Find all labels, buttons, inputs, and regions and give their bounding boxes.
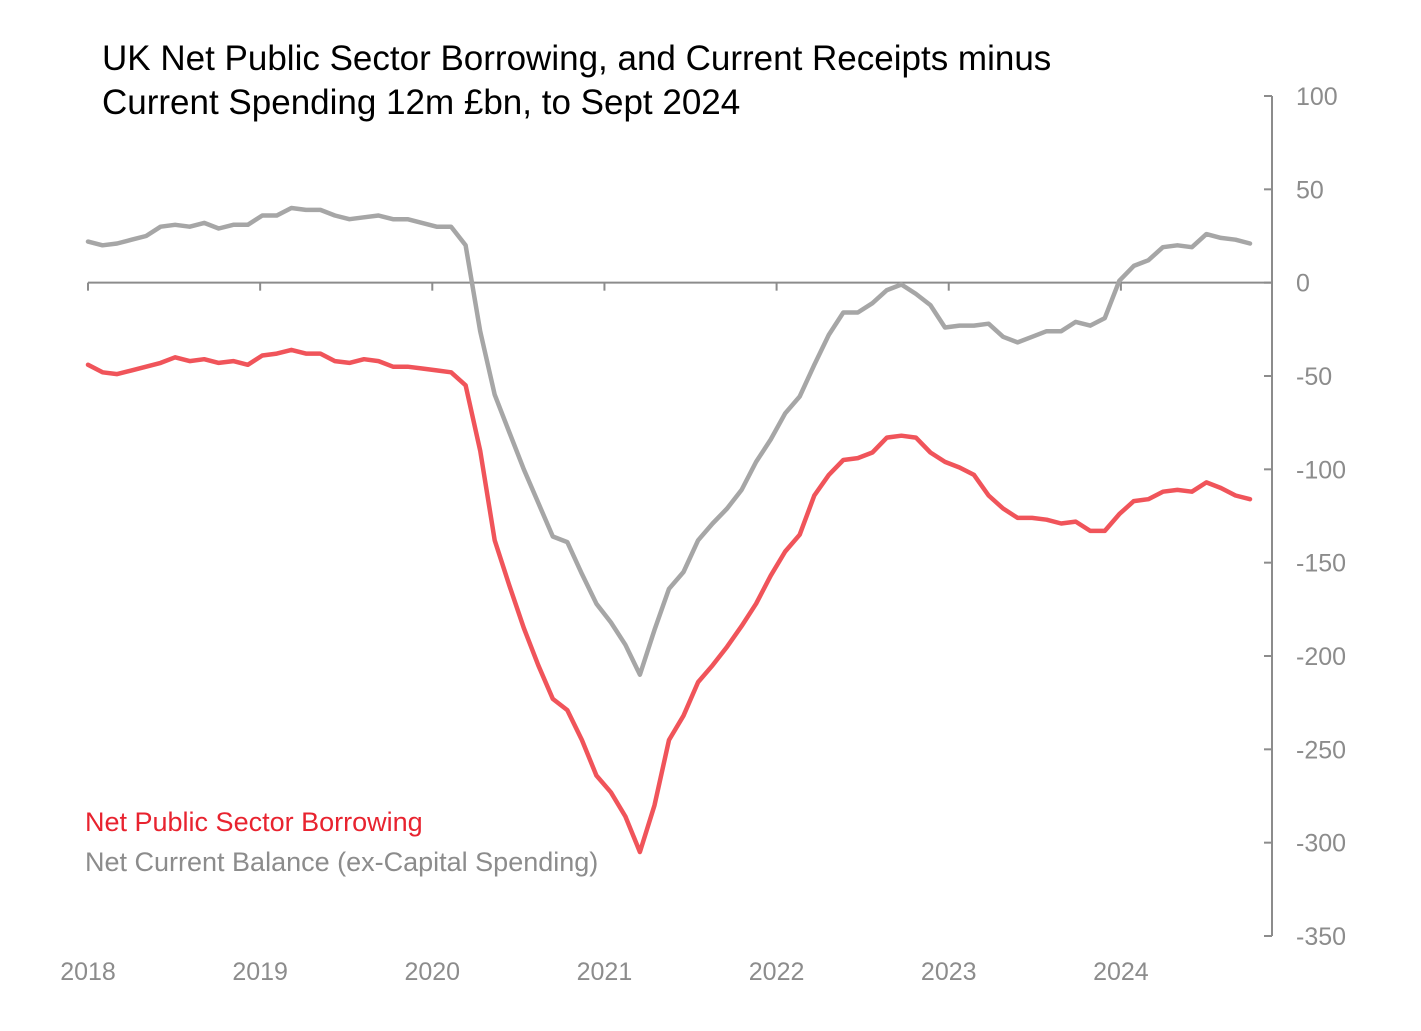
x-tick-label: 2020 (404, 958, 460, 986)
legend-net-current-balance: Net Current Balance (ex-Capital Spending… (85, 847, 598, 877)
y-tick-label: -200 (1296, 643, 1346, 671)
chart-title-line-1: UK Net Public Sector Borrowing, and Curr… (102, 39, 1051, 78)
y-tick-label: -300 (1296, 830, 1346, 858)
x-tick-label: 2018 (60, 958, 116, 986)
x-tick-label: 2021 (577, 958, 633, 986)
y-tick-label: 100 (1296, 83, 1338, 111)
y-tick-label: -50 (1296, 363, 1332, 391)
y-tick-label: -250 (1296, 736, 1346, 764)
x-tick-label: 2019 (232, 958, 288, 986)
y-tick-label: 0 (1296, 270, 1310, 298)
legend-net-public-sector-borrowing: Net Public Sector Borrowing (85, 807, 423, 837)
y-tick-label: -350 (1296, 923, 1346, 951)
x-axis: 2018 2019 2020 2021 2022 2023 2024 (60, 281, 1272, 986)
x-tick-label: 2022 (749, 958, 805, 986)
x-tick-label: 2024 (1093, 958, 1149, 986)
series-layer (85, 205, 1253, 855)
series-line-net-public-sector-borrowing (85, 347, 1253, 855)
y-tick-label: -100 (1296, 456, 1346, 484)
series-line-net-current-balance (85, 205, 1253, 677)
y-tick-label: -150 (1296, 550, 1346, 578)
y-axis: 100 50 0 -50 -100 -150 -200 -250 -300 -350 (1264, 83, 1346, 951)
chart-title-line-2: Current Spending 12m £bn, to Sept 2024 (102, 83, 740, 122)
x-tick-label: 2023 (921, 958, 977, 986)
y-tick-label: 50 (1296, 176, 1324, 204)
